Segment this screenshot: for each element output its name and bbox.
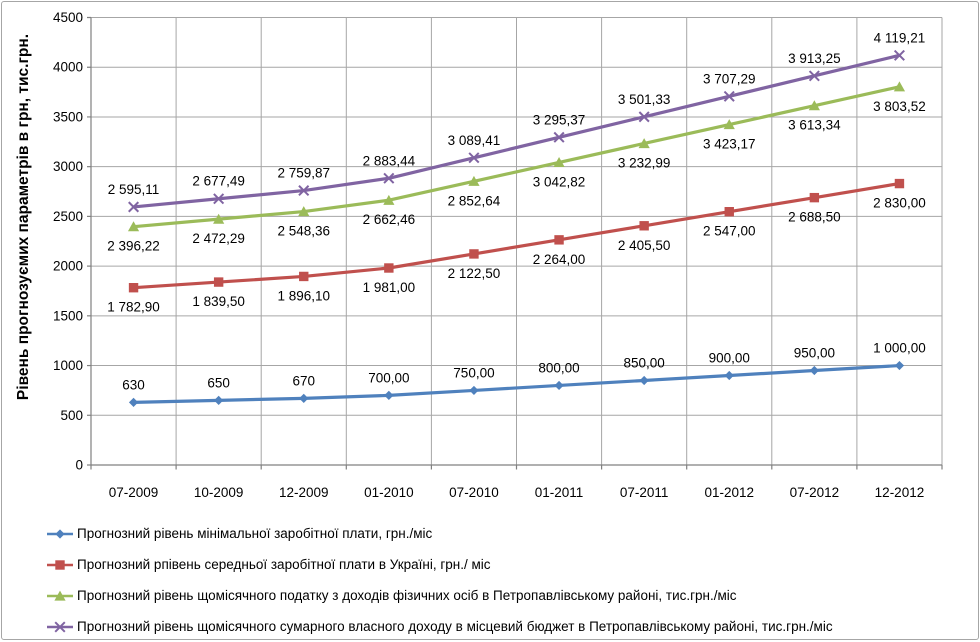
data-label: 650: [207, 375, 230, 390]
data-label: 2 677,49: [192, 174, 245, 189]
line-square-marker-icon: [46, 558, 74, 572]
legend-item-label: Прогнозний рівень щомісячного податку з …: [77, 588, 737, 603]
legend-item-label: Прогнозний рівень мінімальної заробітної…: [77, 526, 433, 541]
svg-text:3500: 3500: [53, 109, 83, 124]
data-label: 700,00: [368, 370, 409, 385]
data-labels: 1 782,90 1 839,50 1 896,10 1 981,00 2 122,50…: [107, 196, 925, 315]
svg-text:07-2012: 07-2012: [790, 485, 840, 500]
axes: [87, 16, 943, 470]
data-label: 850,00: [624, 355, 665, 370]
data-label: 2 688,50: [788, 210, 841, 225]
data-label: 1 000,00: [873, 341, 926, 356]
data-label: 2 122,50: [448, 266, 501, 281]
data-label: 2 852,64: [448, 193, 501, 208]
data-label: 3 913,25: [788, 51, 841, 66]
data-label: 2 547,00: [703, 224, 756, 239]
data-label: 950,00: [794, 346, 835, 361]
svg-text:2000: 2000: [53, 259, 83, 274]
data-label: 1 782,90: [107, 300, 160, 315]
data-label: 750,00: [453, 365, 494, 380]
legend-item-label: Прогнозний рівень щомісячного сумарного …: [77, 619, 833, 634]
legend: Прогнозний рівень мінімальної заробітної…: [46, 518, 833, 639]
data-labels: 630 650 670 700,00 750,00 800,00 850,00 900,00 9…: [122, 341, 925, 393]
data-label: 900,00: [709, 351, 750, 366]
data-label: 2 405,50: [618, 238, 671, 253]
data-label: 3 089,41: [448, 133, 501, 148]
data-label: 3 423,17: [703, 137, 756, 152]
svg-text:4000: 4000: [53, 60, 83, 75]
data-label: 2 548,36: [277, 224, 330, 239]
data-label: 2 759,87: [277, 166, 330, 181]
data-label: 1 839,50: [192, 294, 245, 309]
data-label: 2 264,00: [533, 252, 586, 267]
svg-text:12-2009: 12-2009: [279, 485, 329, 500]
data-label: 1 896,10: [277, 288, 330, 303]
data-label: 4 119,21: [874, 30, 926, 45]
svg-text:1500: 1500: [53, 308, 83, 323]
svg-text:01-2011: 01-2011: [535, 485, 584, 500]
data-label: 2 396,22: [107, 239, 160, 254]
line-triangle-marker-icon: [46, 589, 74, 603]
svg-text:3000: 3000: [53, 159, 83, 174]
data-label: 3 295,37: [533, 112, 586, 127]
svg-text:2500: 2500: [53, 209, 83, 224]
y-axis-tick-labels: 0 500 1000 1500 2000 2500 3000 3500 4000 4500: [53, 10, 83, 473]
legend-item-income-tax[interactable]: Прогнозний рівень щомісячного податку з …: [46, 580, 833, 611]
data-label: 3 613,34: [788, 118, 841, 133]
data-label: 2 830,00: [873, 196, 926, 211]
data-label: 2 883,44: [363, 153, 416, 168]
series-triangle: [127, 81, 906, 232]
data-label: 1 981,00: [363, 280, 416, 295]
legend-item-budget-income[interactable]: Прогнозний рівень щомісячного сумарного …: [46, 611, 833, 639]
series-diamond: [128, 360, 905, 407]
svg-text:0: 0: [75, 458, 83, 473]
data-label: 670: [292, 373, 315, 388]
svg-text:500: 500: [60, 408, 83, 423]
line-diamond-marker-icon: [46, 527, 74, 541]
svg-text:07-2011: 07-2011: [620, 485, 669, 500]
line-x-marker-icon: [46, 620, 74, 634]
data-label: 3 232,99: [618, 155, 671, 170]
data-label: 800,00: [538, 360, 579, 375]
legend-item-avg-wage[interactable]: Прогнозний рпівень середньої заробітної …: [46, 549, 833, 580]
data-label: 3 501,33: [618, 92, 671, 107]
svg-text:01-2012: 01-2012: [704, 485, 754, 500]
y-axis-title: Рівень прогнозуємих параметрів в грн, ти…: [15, 33, 32, 401]
data-label: 3 707,29: [703, 71, 756, 86]
svg-text:07-2010: 07-2010: [449, 485, 499, 500]
series-x: [128, 49, 905, 213]
data-label: 2 662,46: [363, 212, 416, 227]
svg-text:01-2010: 01-2010: [364, 485, 414, 500]
legend-item-min-wage[interactable]: Прогнозний рівень мінімальної заробітної…: [46, 518, 833, 549]
data-label: 2 595,11: [108, 182, 160, 197]
series-square: [128, 178, 905, 293]
data-label: 2 472,29: [192, 231, 245, 246]
svg-text:4500: 4500: [53, 10, 83, 25]
svg-text:1000: 1000: [53, 358, 83, 373]
data-label: 3 042,82: [533, 174, 586, 189]
data-labels: 2 595,11 2 677,49 2 759,87 2 883,44 3 089,41…: [108, 30, 925, 197]
svg-text:12-2012: 12-2012: [875, 485, 925, 500]
legend-item-label: Прогнозний рпівень середньої заробітної …: [77, 557, 491, 572]
svg-text:07-2009: 07-2009: [109, 485, 159, 500]
data-label: 3 803,52: [873, 99, 926, 114]
x-axis-tick-labels: 07-2009 10-2009 12-2009 01-2010 07-2010 01-20…: [109, 485, 924, 500]
data-labels: 2 396,22 2 472,29 2 548,36 2 662,46 2 852,64…: [107, 99, 925, 254]
gridlines: [91, 17, 943, 465]
svg-text:10-2009: 10-2009: [194, 485, 244, 500]
data-label: 630: [122, 377, 145, 392]
